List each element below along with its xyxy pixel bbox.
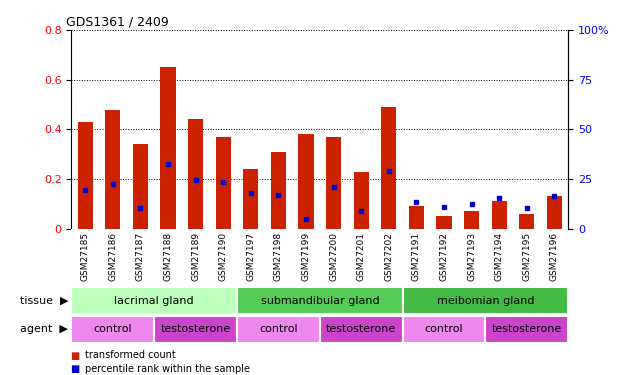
Text: GSM27189: GSM27189 (191, 232, 200, 281)
Text: testosterone: testosterone (160, 324, 231, 334)
Text: GSM27185: GSM27185 (81, 232, 89, 281)
Bar (78, 122, 93, 229)
Bar (237, 287, 402, 314)
Text: GSM27199: GSM27199 (302, 232, 310, 281)
Bar (105, 110, 120, 229)
Bar (353, 172, 369, 229)
Text: GSM27195: GSM27195 (522, 232, 532, 281)
Bar (71, 287, 237, 314)
Bar (154, 316, 237, 343)
Bar (271, 152, 286, 229)
Text: GSM27196: GSM27196 (550, 232, 559, 281)
Text: meibomian gland: meibomian gland (437, 296, 534, 306)
Bar (133, 144, 148, 229)
Text: GSM27200: GSM27200 (329, 232, 338, 280)
Bar (71, 316, 154, 343)
Text: GSM27202: GSM27202 (384, 232, 393, 280)
Text: transformed count: transformed count (85, 351, 176, 360)
Bar (437, 216, 451, 229)
Bar (326, 137, 341, 229)
Text: GSM27194: GSM27194 (495, 232, 504, 280)
Text: GSM27188: GSM27188 (163, 232, 173, 281)
Text: ■: ■ (71, 351, 84, 360)
Text: GSM27193: GSM27193 (467, 232, 476, 281)
Bar (215, 137, 231, 229)
Bar (237, 316, 320, 343)
Text: GSM27201: GSM27201 (356, 232, 366, 280)
Text: ■: ■ (71, 364, 84, 374)
Bar (160, 67, 176, 229)
Text: GSM27190: GSM27190 (219, 232, 228, 281)
Text: control: control (94, 324, 132, 334)
Bar (299, 134, 314, 229)
Text: testosterone: testosterone (492, 324, 562, 334)
Text: submandibular gland: submandibular gland (260, 296, 379, 306)
Bar (402, 287, 568, 314)
Bar (381, 107, 396, 229)
Text: control: control (259, 324, 297, 334)
Text: agent  ▶: agent ▶ (20, 324, 68, 334)
Text: GSM27187: GSM27187 (136, 232, 145, 281)
Text: GSM27198: GSM27198 (274, 232, 283, 281)
Bar (519, 214, 535, 229)
Bar (402, 316, 486, 343)
Text: tissue  ▶: tissue ▶ (20, 296, 68, 306)
Bar (492, 201, 507, 229)
Text: GSM27186: GSM27186 (108, 232, 117, 281)
Text: GDS1361 / 2409: GDS1361 / 2409 (66, 16, 169, 29)
Text: testosterone: testosterone (326, 324, 396, 334)
Text: GSM27192: GSM27192 (440, 232, 448, 280)
Bar (320, 316, 402, 343)
Bar (243, 169, 258, 229)
Bar (547, 196, 562, 229)
Text: percentile rank within the sample: percentile rank within the sample (85, 364, 250, 374)
Text: lacrimal gland: lacrimal gland (114, 296, 194, 306)
Bar (486, 316, 568, 343)
Bar (464, 211, 479, 229)
Text: control: control (425, 324, 463, 334)
Bar (409, 206, 424, 229)
Text: GSM27197: GSM27197 (247, 232, 255, 281)
Bar (188, 119, 203, 229)
Text: GSM27191: GSM27191 (412, 232, 421, 281)
